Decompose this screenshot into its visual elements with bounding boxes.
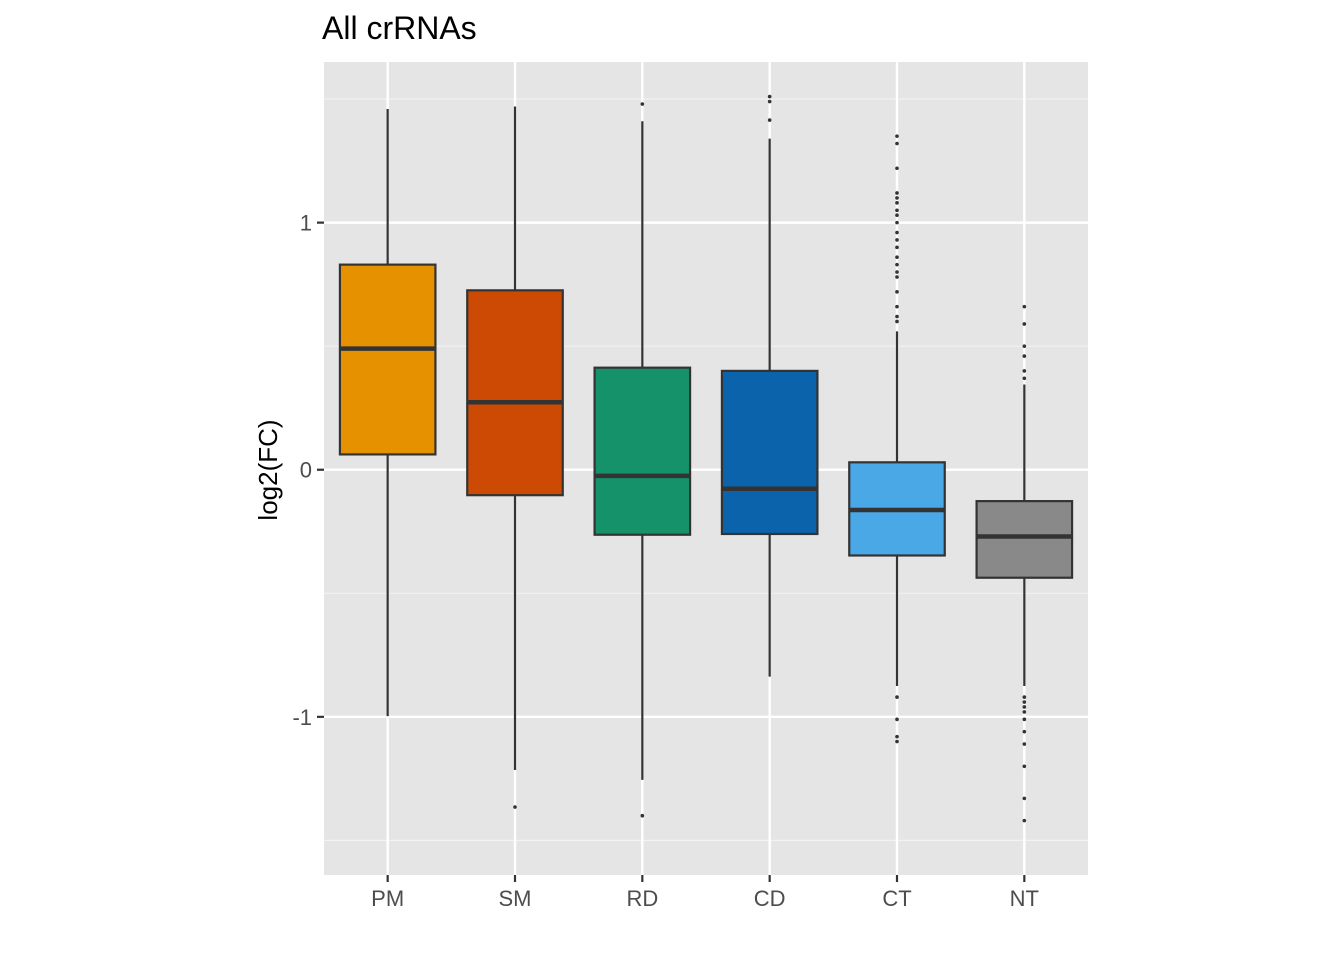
- outlier-point: [1022, 710, 1027, 714]
- outlier-point: [513, 805, 517, 809]
- outlier-point: [640, 102, 645, 106]
- outlier-point: [895, 141, 899, 146]
- outlier-point: [1022, 304, 1027, 309]
- outlier-point: [1022, 742, 1027, 746]
- box-iqr: [975, 500, 1074, 579]
- x-axis: PM SM RD CD CT NT: [371, 875, 1039, 911]
- outlier-point: [895, 319, 899, 324]
- y-axis: -1 0 1: [292, 211, 324, 730]
- outlier-point: [895, 201, 899, 205]
- outlier-point: [895, 739, 899, 744]
- outlier-point: [895, 213, 899, 218]
- outlier-point: [895, 166, 899, 171]
- box-series: [338, 94, 1074, 823]
- outlier-point: [895, 191, 899, 195]
- outlier-point: [895, 238, 899, 242]
- outlier-point: [895, 245, 899, 250]
- outlier-point: [895, 314, 899, 319]
- box-rd: [593, 102, 692, 818]
- outlier-point: [1022, 700, 1027, 704]
- outlier-point: [1022, 705, 1027, 709]
- box-iqr: [720, 369, 819, 536]
- outlier-point: [895, 255, 899, 260]
- outlier-point: [895, 208, 899, 213]
- y-tick-label: 1: [300, 211, 312, 236]
- outlier-point: [767, 99, 772, 104]
- y-tick-label: 0: [300, 458, 312, 483]
- outlier-point: [895, 734, 899, 739]
- box-cd: [720, 94, 819, 677]
- outlier-point: [895, 290, 899, 294]
- outlier-point: [895, 695, 899, 699]
- box-iqr: [593, 366, 692, 536]
- y-axis-title: log2(FC): [253, 419, 283, 520]
- box-nt: [975, 304, 1074, 823]
- outlier-point: [895, 304, 899, 309]
- outlier-point: [1022, 764, 1027, 769]
- outlier-point: [895, 270, 899, 274]
- box-iqr: [338, 263, 437, 456]
- x-tick-label: SM: [499, 886, 532, 911]
- outlier-point: [895, 262, 899, 267]
- outlier-point: [1022, 322, 1027, 326]
- outlier-point: [767, 94, 772, 99]
- outlier-point: [767, 118, 772, 122]
- box-pm: [338, 108, 437, 717]
- outlier-point: [1022, 376, 1027, 381]
- outlier-point: [1022, 344, 1027, 348]
- y-tick-label: -1: [292, 705, 312, 730]
- outlier-point: [640, 813, 645, 818]
- box-iqr: [466, 289, 564, 497]
- x-tick-label: PM: [371, 886, 404, 911]
- outlier-point: [1022, 695, 1027, 699]
- x-tick-label: NT: [1010, 886, 1039, 911]
- x-tick-label: CT: [882, 886, 911, 911]
- outlier-point: [895, 275, 899, 279]
- outlier-point: [895, 134, 899, 138]
- outlier-point: [1022, 729, 1027, 734]
- box-ct: [848, 134, 946, 744]
- grid-minor-lines: [324, 98, 1088, 842]
- outlier-point: [1022, 369, 1027, 373]
- outlier-point: [1022, 818, 1027, 823]
- outlier-point: [895, 717, 899, 722]
- plot-panel: [324, 62, 1088, 875]
- x-tick-label: RD: [626, 886, 658, 911]
- outlier-point: [1022, 717, 1027, 722]
- outlier-point: [895, 220, 899, 225]
- outlier-point: [895, 230, 899, 235]
- outlier-point: [1022, 796, 1027, 801]
- outlier-point: [895, 196, 899, 200]
- x-tick-label: CD: [754, 886, 786, 911]
- chart-title: All crRNAs: [322, 10, 477, 46]
- outlier-point: [1022, 354, 1027, 358]
- box-sm: [466, 106, 564, 809]
